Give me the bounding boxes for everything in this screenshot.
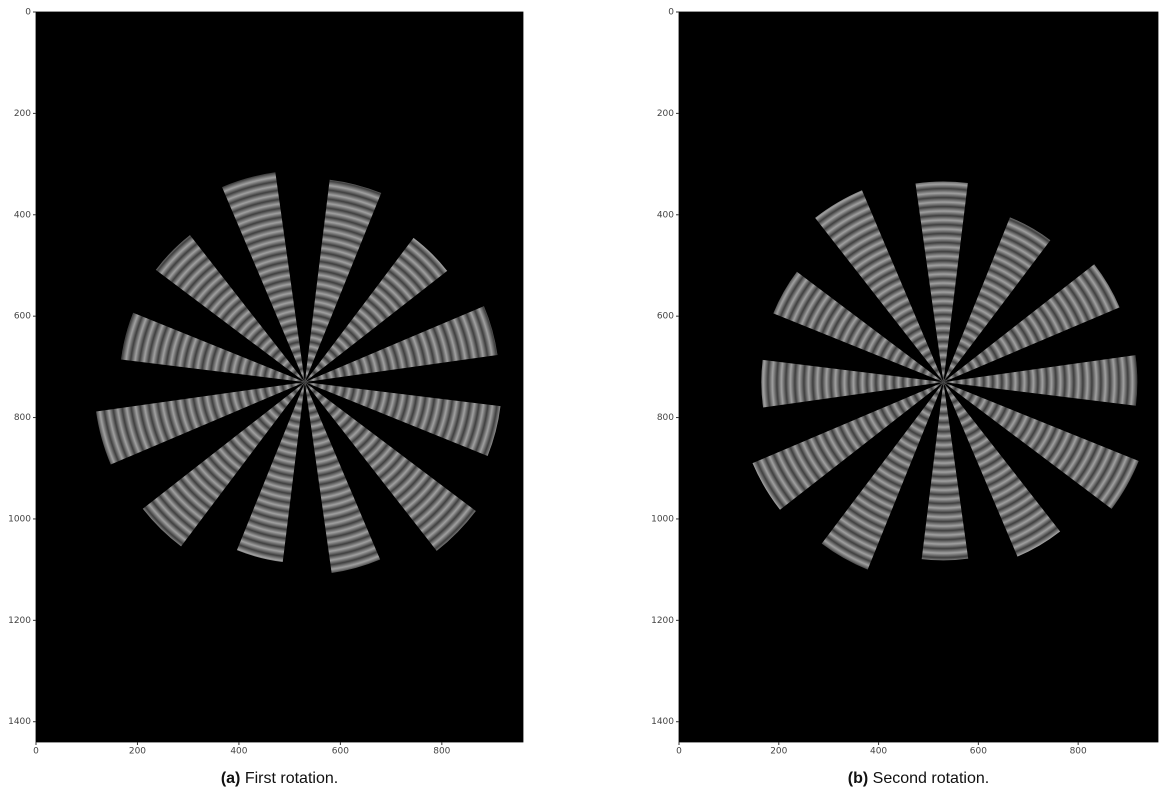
x-tick-label: 0 (33, 747, 39, 757)
panel: 0 200 400 600 800 0 200 400 600 800 1000 1200 1400 (a… (8, 8, 523, 788)
page: {"chart_data": [ {"type": "image", "labe… (0, 0, 1160, 805)
x-tick-label: 0 (676, 747, 682, 757)
caption-label: (a) (221, 770, 241, 787)
y-tick-label: 200 (657, 109, 674, 119)
x-tick-label: 400 (870, 747, 887, 757)
y-tick-label: 400 (14, 210, 31, 220)
y-tick-label: 600 (14, 312, 31, 322)
x-tick-label: 200 (770, 747, 787, 757)
caption: (a) First rotation. (221, 770, 338, 787)
x-tick-label: 800 (1070, 747, 1087, 757)
figure: 0 200 400 600 800 0 200 400 600 800 1000 1200 1400 (a… (0, 0, 1160, 805)
caption: (b) Second rotation. (848, 770, 989, 787)
y-tick-label: 800 (14, 413, 31, 423)
caption-text: Second rotation. (873, 770, 990, 787)
y-tick-label: 1000 (8, 514, 31, 524)
y-tick-label: 0 (668, 8, 674, 18)
x-tick-label: 600 (970, 747, 987, 757)
y-tick-label: 1200 (8, 616, 31, 626)
x-tick-label: 200 (129, 747, 146, 757)
y-tick-label: 800 (657, 413, 674, 423)
y-tick-label: 1200 (651, 616, 674, 626)
y-tick-label: 600 (657, 312, 674, 322)
y-tick-label: 200 (14, 109, 31, 119)
y-tick-label: 1400 (651, 717, 674, 727)
caption-text: First rotation. (245, 770, 338, 787)
y-tick-label: 400 (657, 210, 674, 220)
y-tick-label: 1000 (651, 514, 674, 524)
x-tick-label: 800 (433, 747, 450, 757)
y-tick-label: 1400 (8, 717, 31, 727)
y-tick-label: 0 (25, 8, 31, 18)
panel: 0 200 400 600 800 0 200 400 600 800 1000 1200 1400 (b… (651, 8, 1158, 788)
caption-label: (b) (848, 770, 868, 787)
x-tick-label: 400 (230, 747, 247, 757)
x-tick-label: 600 (332, 747, 349, 757)
